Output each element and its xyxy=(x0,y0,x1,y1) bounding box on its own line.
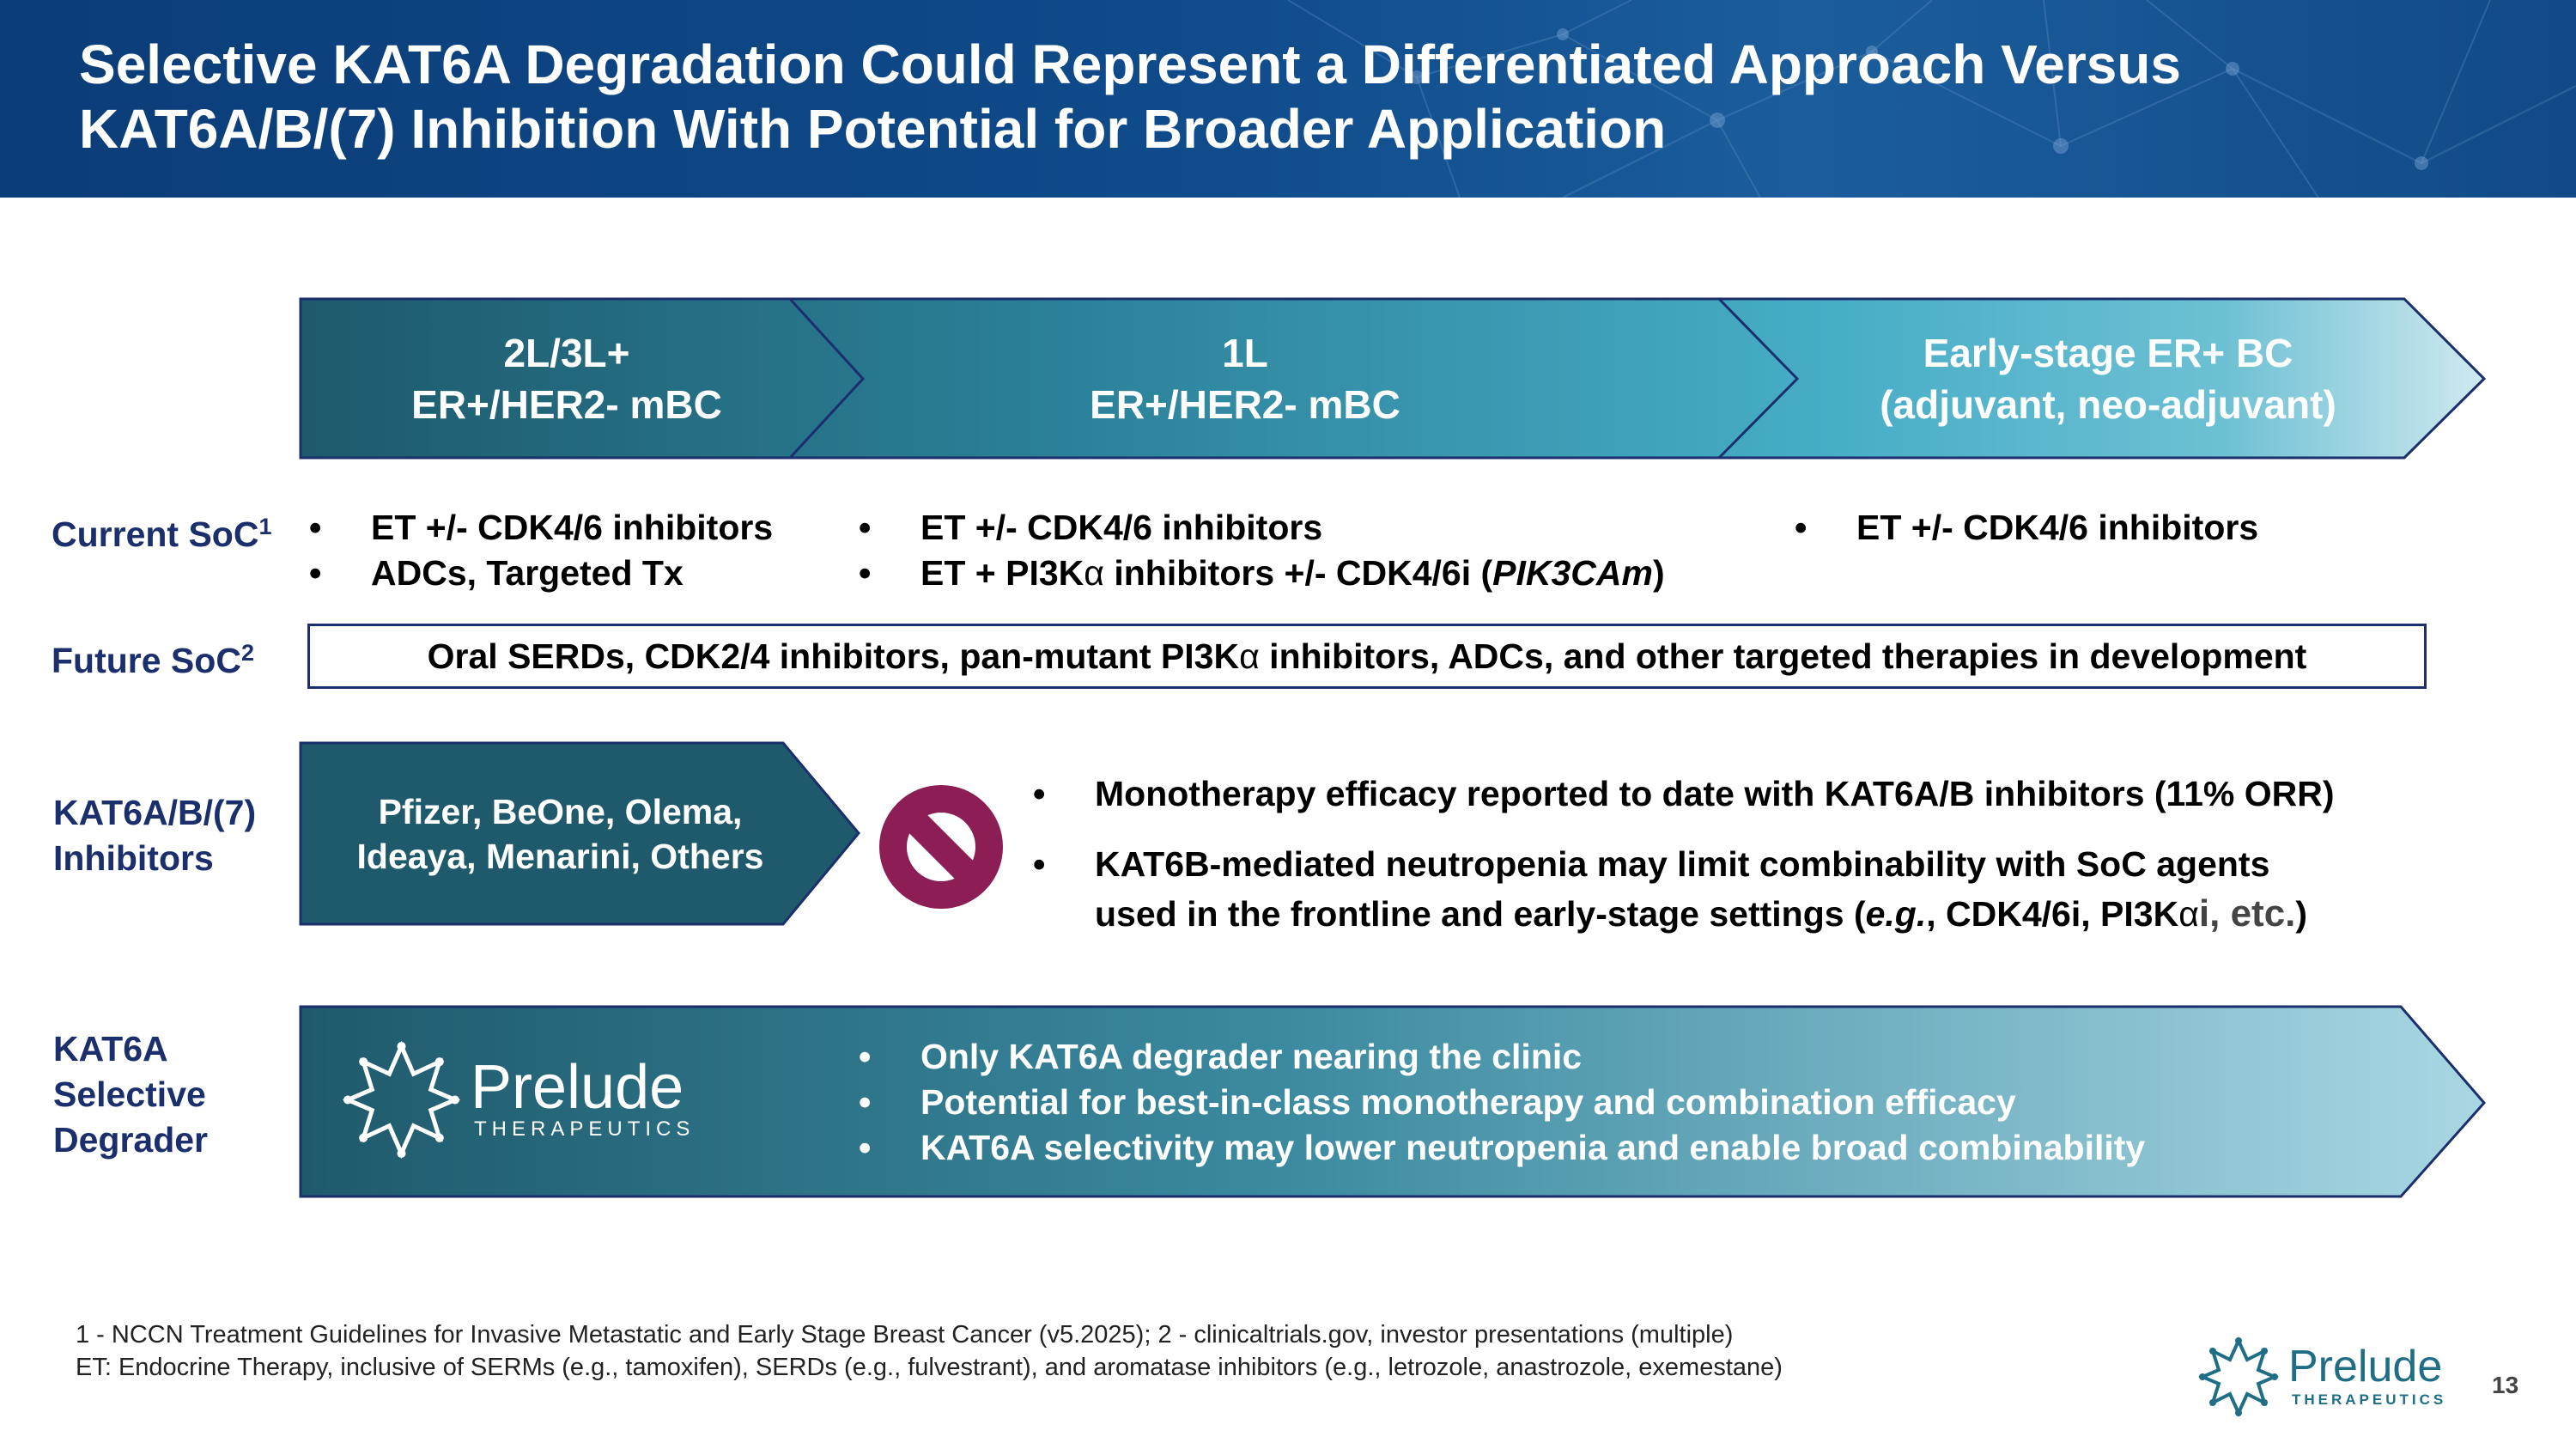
prohibited-icon xyxy=(879,785,1003,909)
network-pattern-decoration xyxy=(1287,0,2576,198)
degrader-bullets: • Only KAT6A degrader nearing the clinic … xyxy=(859,1034,2146,1171)
stage-2l3l-line2: ER+/HER2- mBC xyxy=(411,382,722,427)
stage-2l3l: 2L/3L+ ER+/HER2- mBC xyxy=(301,327,833,430)
current-soc-col2: • ET +/- CDK4/6 inhibitors • ET + PI3Kα in… xyxy=(859,505,1665,596)
inhibitors-label: KAT6A/B/(7) Inhibitors xyxy=(53,793,257,878)
footer-logo-sub: THERAPEUTICS xyxy=(2292,1391,2447,1408)
future-soc-box: Oral SERDs, CDK2/4 inhibitors, pan-mutan… xyxy=(307,624,2427,689)
stage-1l-line1: 1L xyxy=(1222,331,1268,375)
future-soc-label: Future SoC2 xyxy=(52,640,254,680)
current-soc-col3: • ET +/- CDK4/6 inhibitors xyxy=(1795,505,2259,551)
stage-early: Early-stage ER+ BC (adjuvant, neo-adjuva… xyxy=(1820,327,2396,430)
list-item: • ET +/- CDK4/6 inhibitors xyxy=(859,508,1323,547)
stage-1l: 1L ER+/HER2- mBC xyxy=(910,327,1580,430)
inhibitors-companies: Pfizer, BeOne, Olema, Ideaya, Menarini, … xyxy=(356,792,764,876)
stage-early-line1: Early-stage ER+ BC xyxy=(1923,331,2293,375)
inhibitors-chevron xyxy=(299,741,860,926)
stage-1l-line2: ER+/HER2- mBC xyxy=(1090,382,1400,427)
list-item: • Only KAT6A degrader nearing the clinic xyxy=(859,1037,1583,1076)
slide-title-line2: KAT6A/B/(7) Inhibition With Potential fo… xyxy=(79,98,1667,160)
stage-2l3l-line1: 2L/3L+ xyxy=(503,331,630,375)
current-soc-label: Current SoC1 xyxy=(52,514,272,554)
list-item: • KAT6A selectivity may lower neutropenia… xyxy=(859,1128,2146,1167)
list-item: • ET +/- CDK4/6 inhibitors xyxy=(1795,508,2259,547)
degrader-chevron xyxy=(299,1005,2486,1198)
prelude-star-icon xyxy=(342,1040,461,1160)
inhibitors-bullet-2: • KAT6B-mediated neutropenia may limit c… xyxy=(1033,844,2308,935)
prelude-logo-sub: THERAPEUTICS xyxy=(474,1117,696,1141)
list-item: • ADCs, Targeted Tx xyxy=(309,553,683,593)
page-number: 13 xyxy=(2492,1372,2519,1398)
stage-early-line2: (adjuvant, neo-adjuvant) xyxy=(1880,382,2336,427)
current-soc-col1: • ET +/- CDK4/6 inhibitors • ADCs, Targete… xyxy=(309,505,774,596)
footnote-2: ET: Endocrine Therapy, inclusive of SERM… xyxy=(76,1354,1783,1381)
slide-title-line1: Selective KAT6A Degradation Could Repres… xyxy=(79,33,2181,95)
list-item: • Potential for best-in-class monotherapy… xyxy=(859,1082,2016,1122)
footnote-1: 1 - NCCN Treatment Guidelines for Invasi… xyxy=(76,1321,1734,1349)
footer-logo-name: Prelude xyxy=(2288,1342,2443,1391)
footer-prelude-star-icon xyxy=(2197,1336,2280,1417)
degrader-label: KAT6A Selective Degrader xyxy=(53,1029,209,1160)
header-banner: Selective KAT6A Degradation Could Repres… xyxy=(0,0,2576,198)
inhibitors-bullet-1: • Monotherapy efficacy reported to date w… xyxy=(1033,774,2335,813)
list-item: • ET +/- CDK4/6 inhibitors xyxy=(309,508,774,547)
prelude-logo-name: Prelude xyxy=(471,1053,684,1122)
stage-chevrons xyxy=(299,297,2487,460)
footnotes: 1 - NCCN Treatment Guidelines for Invasi… xyxy=(76,1318,1783,1384)
list-item: • ET + PI3Kα inhibitors +/- CDK4/6i (PIK3… xyxy=(859,553,1665,593)
slide-title: Selective KAT6A Degradation Could Repres… xyxy=(79,33,2483,161)
